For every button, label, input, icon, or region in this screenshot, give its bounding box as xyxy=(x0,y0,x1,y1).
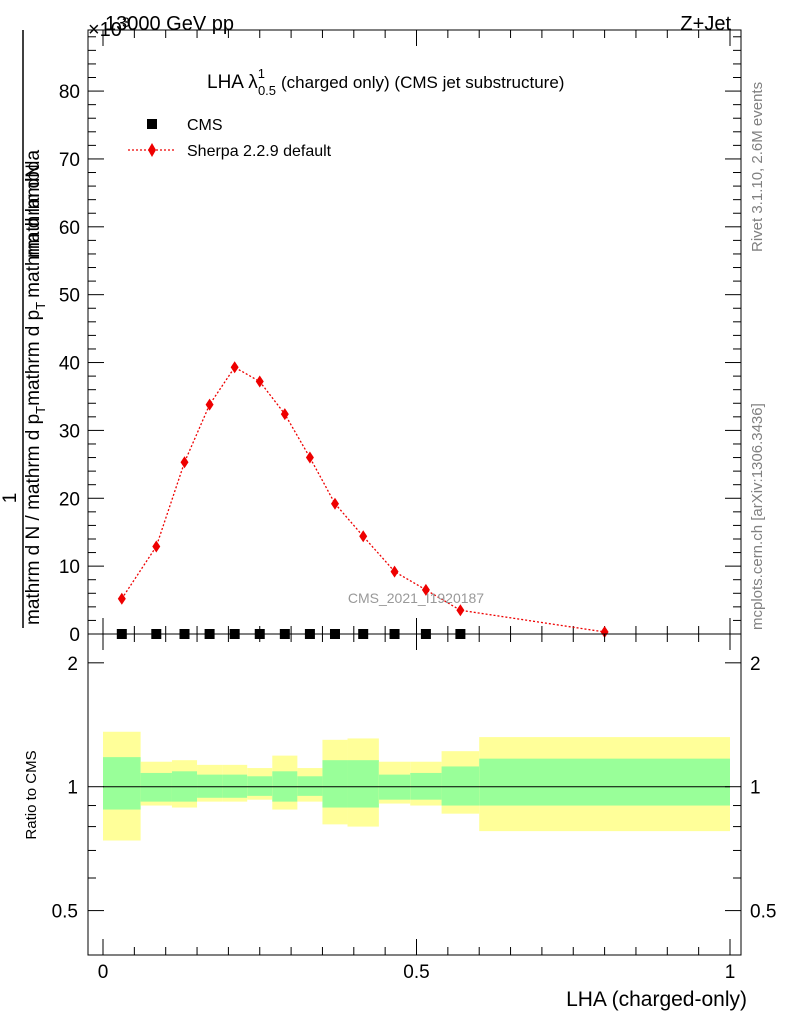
main-plot-frame xyxy=(87,29,742,635)
y-tick-label: 60 xyxy=(59,218,80,239)
y-tick-label: 20 xyxy=(59,489,80,510)
y-axis-label-ratio: Ratio to CMS xyxy=(23,750,40,839)
y-label-bottom-T2: T xyxy=(33,302,48,310)
ratio-y-tick-label-right: 0.5 xyxy=(750,902,776,923)
ratio-band-inner xyxy=(197,774,223,798)
ratio-band-inner xyxy=(479,758,730,806)
plot-title-suffix: (charged only) (CMS jet substructure) xyxy=(281,73,564,92)
y-tick-label: 70 xyxy=(59,150,80,171)
series-line-sherpa xyxy=(121,366,605,633)
ratio-y-tick-label-right: 2 xyxy=(750,654,761,675)
ratio-band-inner xyxy=(247,776,273,796)
y-label-one: 1 xyxy=(0,493,21,504)
ratio-y-tick-label: 1 xyxy=(67,778,78,799)
y-tick-label: 40 xyxy=(59,354,80,375)
y-label-numerator: mathrm dN xyxy=(23,164,44,258)
main-axes: 0 10 20 30 40 50 60 70 80 xyxy=(59,30,741,646)
y-label-bottom-T1: T xyxy=(33,406,48,414)
ratio-plot-frame xyxy=(87,633,742,956)
ratio-band-inner xyxy=(103,757,141,810)
ratio-bands xyxy=(103,731,730,841)
data-point-sherpa xyxy=(456,604,465,617)
y-label-bottom-b: mathrm d p xyxy=(23,310,44,406)
ratio-y-tick-label: 0.5 xyxy=(52,902,78,923)
plot-title: LHA λ1 0.5 (charged only) (CMS jet substru… xyxy=(207,66,564,98)
y-tick-label: 50 xyxy=(59,286,80,307)
y-axis-label-main: mathrm dN 1 mathrm d N / mathrm d pTmath… xyxy=(0,30,48,628)
y-tick-label: 80 xyxy=(59,82,80,103)
ratio-band-inner xyxy=(347,760,379,808)
data-point-sherpa xyxy=(205,398,214,411)
ratio-axes: 0.5 0.5 1 1 2 2 0 0.5 1 xyxy=(52,634,776,983)
y-label-bottom: mathrm d N / mathrm d pTmathrm d pTmathr… xyxy=(23,150,48,625)
data-point-sherpa xyxy=(390,565,399,578)
y-label-bottom-a: mathrm d N / mathrm d p xyxy=(23,414,44,625)
data-point-sherpa xyxy=(255,375,264,388)
y-label-bottom-c: mathrm d lambda xyxy=(23,150,44,298)
data-point-sherpa xyxy=(421,583,430,596)
x-axis-label: LHA (charged-only) xyxy=(566,988,747,1011)
data-point-sherpa xyxy=(117,592,126,605)
data-point-sherpa xyxy=(359,530,368,543)
data-point-sherpa xyxy=(330,497,339,510)
data-point-sherpa xyxy=(600,625,609,638)
x-tick-label: 1 xyxy=(725,962,736,983)
watermark: CMS_2021_I1920187 xyxy=(348,590,484,606)
ratio-band-inner xyxy=(322,760,348,808)
ratio-y-tick-label: 2 xyxy=(67,654,78,675)
y-exponent-power: 3 xyxy=(122,14,130,30)
data-point-sherpa xyxy=(280,408,289,421)
y-tick-label: 10 xyxy=(59,557,80,578)
y-tick-label: 30 xyxy=(59,421,80,442)
rivet-label: Rivet 3.1.10, 2.6M events xyxy=(749,82,766,252)
x-tick-label: 0.5 xyxy=(403,962,429,983)
data-point-sherpa xyxy=(305,451,314,464)
process-label: Z+Jet xyxy=(680,13,731,35)
ratio-band-inner xyxy=(222,774,248,798)
legend: CMS Sherpa 2.2.9 default xyxy=(128,117,332,160)
y-tick-label: 0 xyxy=(69,625,80,646)
ratio-y-tick-label-right: 1 xyxy=(750,778,761,799)
ratio-band-inner xyxy=(140,772,172,802)
mcplots-label: mcplots.cern.ch [arXiv:1306.3436] xyxy=(749,403,766,630)
legend-sherpa-label: Sherpa 2.2.9 default xyxy=(187,143,332,160)
plot-title-sup: 1 xyxy=(258,66,265,81)
plot-title-main: LHA λ xyxy=(207,72,258,93)
ratio-band-inner xyxy=(297,776,323,796)
legend-cms-marker xyxy=(147,119,157,129)
data-point-sherpa xyxy=(152,540,161,553)
ratio-band-inner xyxy=(441,766,480,806)
data-point-sherpa xyxy=(230,361,239,374)
plot-title-sub: 0.5 xyxy=(258,83,276,98)
legend-sherpa-marker xyxy=(148,143,156,157)
data-point-sherpa xyxy=(180,456,189,469)
x-tick-label: 0 xyxy=(98,962,109,983)
legend-cms-label: CMS xyxy=(187,117,223,134)
